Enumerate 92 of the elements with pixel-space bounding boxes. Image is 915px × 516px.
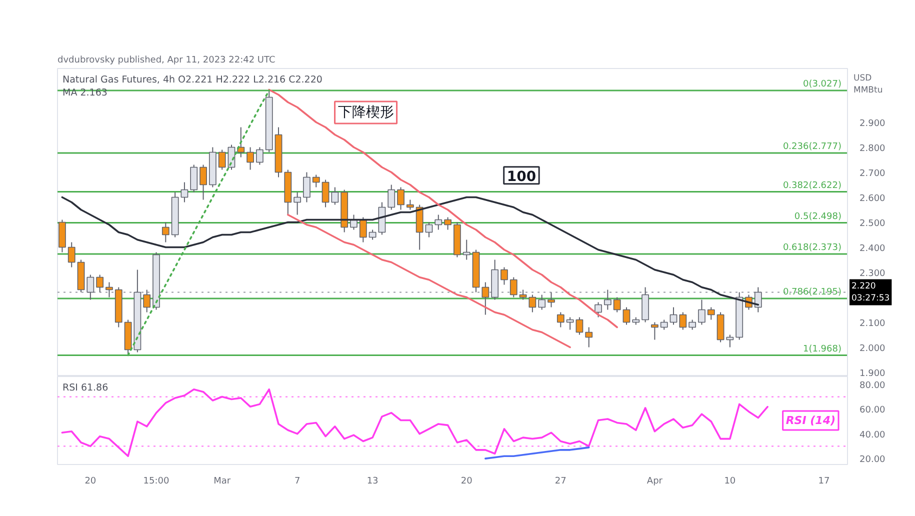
y-tick-label: 2.100 bbox=[860, 318, 886, 329]
y-tick-label: 2.600 bbox=[860, 194, 886, 204]
y-tick-label: 2.000 bbox=[860, 344, 886, 354]
candlestick bbox=[556, 312, 564, 328]
candlestick bbox=[726, 334, 734, 348]
candlestick bbox=[613, 296, 621, 313]
candlestick bbox=[500, 266, 508, 286]
ref-line-label: 0.786(2.195) bbox=[782, 288, 842, 298]
candlestick bbox=[200, 164, 207, 200]
candlestick bbox=[594, 302, 602, 318]
x-tick-label: 13 bbox=[366, 476, 378, 486]
candlestick bbox=[444, 216, 452, 230]
x-tick-label: Apr bbox=[646, 476, 663, 486]
candlestick bbox=[482, 282, 490, 316]
candlestick bbox=[670, 306, 678, 326]
candlestick bbox=[143, 289, 151, 313]
candlestick bbox=[96, 274, 104, 293]
ref-line-label: 0(3.027) bbox=[802, 80, 842, 90]
x-tick-label: 15:00 bbox=[143, 476, 170, 486]
candlestick bbox=[406, 199, 414, 210]
text: RSI 61.86 bbox=[62, 382, 108, 394]
candlestick bbox=[434, 214, 442, 230]
text: dvdubrovsky published, Apr 11, 2023 22:42 UTC bbox=[58, 56, 276, 66]
annotation: 100 bbox=[506, 168, 536, 185]
candlestick bbox=[388, 184, 396, 210]
x-tick-label: 7 bbox=[294, 476, 300, 486]
candlestick bbox=[698, 299, 706, 326]
ref-line-label: 0.618(2.373) bbox=[782, 243, 842, 253]
candlestick bbox=[566, 316, 574, 330]
candlestick bbox=[331, 186, 339, 206]
ref-line-label: 0.382(2.622) bbox=[782, 180, 842, 191]
candlestick bbox=[312, 174, 320, 188]
y-tick-label: 2.700 bbox=[860, 168, 886, 179]
candlestick bbox=[106, 282, 113, 298]
candlestick bbox=[86, 274, 94, 300]
ref-line-label: 2.220 03:27:53 bbox=[852, 281, 890, 304]
candlestick bbox=[303, 172, 310, 203]
candlestick bbox=[256, 146, 264, 166]
x-tick-label: 10 bbox=[724, 476, 736, 486]
y-axis-title: USD MMBtu bbox=[854, 74, 883, 96]
candlestick bbox=[425, 222, 433, 238]
text: Natural Gas Futures, 4h O2.221 H2.222 L2.216 C2.220 bbox=[62, 74, 322, 86]
x-tick-label: 20 bbox=[460, 476, 473, 486]
x-tick-label: 27 bbox=[554, 476, 566, 486]
y-tick-label: 2.400 bbox=[860, 244, 886, 254]
text: MA 2.163 bbox=[62, 88, 108, 98]
x-tick-label: 20 bbox=[84, 476, 96, 486]
y-tick-label: 2.900 bbox=[860, 118, 886, 129]
ref-line-label: 0.5(2.498) bbox=[794, 212, 842, 222]
line-series bbox=[287, 214, 571, 348]
line-series bbox=[268, 88, 618, 328]
candlestick bbox=[359, 216, 367, 243]
y-tick-label: 60.00 bbox=[860, 406, 886, 416]
candlestick bbox=[604, 289, 612, 310]
candlestick bbox=[528, 294, 536, 313]
y-tick-label: 1.900 bbox=[860, 368, 886, 379]
candlestick bbox=[397, 186, 404, 210]
candlestick bbox=[294, 192, 302, 216]
y-tick-label: 40.00 bbox=[860, 430, 886, 440]
ref-line-label: 0.236(2.777) bbox=[782, 142, 842, 152]
candlestick bbox=[218, 149, 226, 170]
annotation: 下降楔形 bbox=[338, 104, 394, 121]
candlestick bbox=[180, 182, 188, 203]
candlestick bbox=[322, 179, 330, 208]
candlestick bbox=[585, 326, 593, 348]
ref-line-label: 1(1.968) bbox=[802, 344, 842, 354]
candlestick bbox=[651, 322, 658, 340]
candlestick bbox=[754, 286, 762, 313]
y-tick-label: 20.00 bbox=[860, 455, 886, 466]
candlestick bbox=[462, 239, 470, 260]
candlestick bbox=[622, 306, 630, 326]
line-series bbox=[484, 446, 590, 460]
y-tick-label: 2.300 bbox=[860, 268, 886, 279]
candlestick bbox=[660, 319, 668, 330]
candlestick bbox=[576, 316, 584, 336]
y-tick-label: 2.800 bbox=[860, 144, 886, 154]
candlestick bbox=[246, 146, 254, 170]
y-tick-label: 80.00 bbox=[860, 380, 886, 391]
candlestick bbox=[548, 292, 555, 308]
candlestick bbox=[510, 276, 518, 298]
candlestick bbox=[538, 294, 546, 310]
candlestick bbox=[679, 312, 687, 330]
candlestick bbox=[68, 242, 76, 268]
candlestick bbox=[190, 164, 198, 193]
series-label: RSI (14) bbox=[786, 414, 836, 427]
candlestick bbox=[688, 319, 696, 330]
x-tick-label: 17 bbox=[818, 476, 830, 486]
candlestick bbox=[707, 306, 715, 320]
x-tick-label: Mar bbox=[214, 476, 231, 486]
candlestick bbox=[368, 229, 376, 240]
candlestick bbox=[162, 222, 170, 243]
y-tick-label: 2.500 bbox=[860, 218, 886, 229]
